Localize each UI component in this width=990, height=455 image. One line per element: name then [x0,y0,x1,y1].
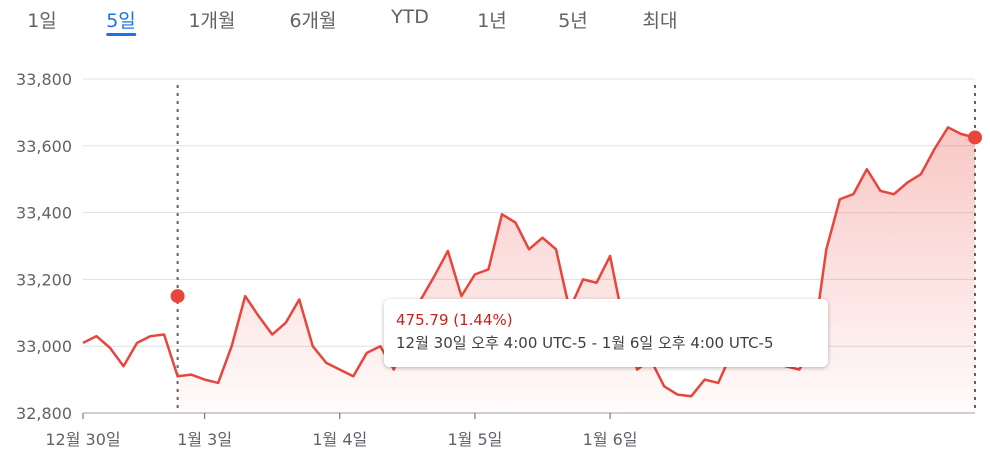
tab-label: 1일 [27,10,57,32]
tab-underline [106,33,136,36]
tab-0[interactable]: 1일 [27,6,57,33]
y-tick-label: 33,800 [16,70,72,89]
tab-3[interactable]: 6개월 [289,6,336,33]
selection-area [177,127,975,414]
tab-label: 1개월 [188,10,236,32]
x-tick-label: 12월 30일 [45,430,120,449]
tab-label: 5년 [558,10,588,32]
tab-label: 6개월 [289,10,337,32]
tab-4[interactable]: YTD [391,6,429,28]
x-tick-label: 1월 3일 [177,430,232,449]
tab-7[interactable]: 최대 [643,6,678,33]
y-tick-label: 33,000 [16,337,72,356]
tooltip-range: 12월 30일 오후 4:00 UTC-5 - 1월 6일 오후 4:00 UT… [396,334,774,352]
y-tick-label: 33,400 [16,204,72,223]
tab-6[interactable]: 5년 [558,6,588,33]
y-tick-label: 33,600 [16,137,72,156]
tab-label: 1년 [477,10,507,32]
tab-2[interactable]: 1개월 [188,6,235,33]
x-tick-label: 1월 4일 [312,430,367,449]
range-tabs: 1일 5일 1개월 6개월 YTD 1년 5년 최대 [0,0,990,40]
tooltip-change: 475.79 (1.44%) [396,311,513,329]
tab-1[interactable]: 5일 [106,6,136,36]
selection-end-dot [968,130,982,145]
x-tick-label: 1월 6일 [583,430,638,449]
tab-label: 최대 [642,10,678,32]
y-tick-label: 33,200 [16,270,72,289]
tab-label: 5일 [106,10,136,32]
tab-5[interactable]: 1년 [477,6,507,33]
tab-label: YTD [391,6,429,28]
price-line [82,126,976,398]
change-tooltip: 475.79 (1.44%) 12월 30일 오후 4:00 UTC-5 - 1… [384,299,828,367]
x-tick-label: 1월 5일 [447,430,502,449]
y-tick-label: 32,800 [16,404,72,423]
selection-start-dot [170,289,185,304]
